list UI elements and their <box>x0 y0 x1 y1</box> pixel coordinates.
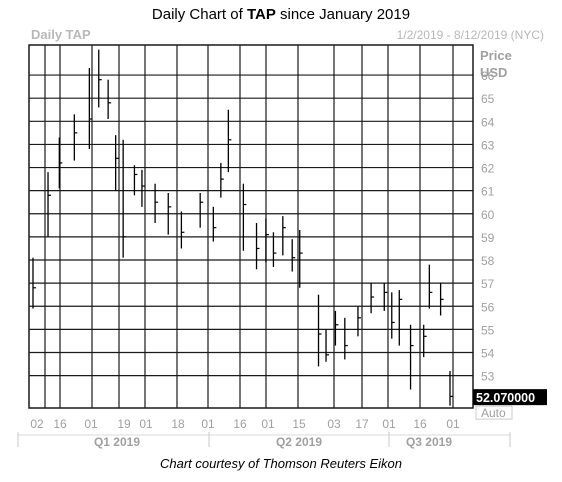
x-tick-label: 16 <box>53 417 67 431</box>
title-prefix: Daily Chart of <box>151 6 247 23</box>
y-tick-label: 63 <box>481 138 495 152</box>
y-tick-label: 56 <box>481 300 495 314</box>
x-tick-label: 01 <box>382 417 396 431</box>
x-tick-label: 18 <box>171 417 185 431</box>
x-tick-label: 01 <box>446 417 460 431</box>
y-tick-label: 66 <box>481 69 495 83</box>
x-tick-label: 01 <box>84 417 98 431</box>
y-tick-label: 61 <box>481 185 495 199</box>
y-tick-label: 64 <box>481 115 495 129</box>
plot-border <box>28 44 474 409</box>
price-label: Price <box>480 48 512 63</box>
x-tick-label: 16 <box>413 417 427 431</box>
title-suffix: since January 2019 <box>275 6 411 23</box>
chart-credit: Chart courtesy of Thomson Reuters Eikon <box>159 456 403 471</box>
y-tick-label: 55 <box>481 323 495 337</box>
last-price-value: 52.070000 <box>476 391 535 405</box>
x-tick-label: 01 <box>261 417 275 431</box>
x-tick-label: 03 <box>327 417 341 431</box>
y-tick-label: 59 <box>481 231 495 245</box>
y-tick-label: 53 <box>481 370 495 384</box>
y-tick-label: 62 <box>481 162 495 176</box>
currency-label: USD <box>480 65 507 80</box>
period-label: Q3 2019 <box>406 435 452 449</box>
price-chart: Daily TAP 1/2/2019 - 8/12/2019 (NYC) Price… <box>17 27 547 449</box>
y-tick-label: 54 <box>481 347 495 361</box>
x-tick-label: 17 <box>355 417 369 431</box>
y-tick-label: 60 <box>481 208 495 222</box>
scale-mode-box <box>475 405 513 420</box>
period-label: Q2 2019 <box>276 435 322 449</box>
x-tick-label: 01 <box>201 417 215 431</box>
chart-label: Daily TAP <box>31 27 91 42</box>
x-tick-label: 16 <box>233 417 247 431</box>
y-tick-label: 57 <box>481 277 495 291</box>
last-price-badge <box>473 389 547 406</box>
x-tick-label: 19 <box>117 417 131 431</box>
title-ticker: TAP <box>246 6 276 23</box>
chart-title: Daily Chart of TAP since January 2019 <box>0 6 562 23</box>
scale-mode-label: Auto <box>481 406 506 420</box>
x-tick-label: 01 <box>139 417 153 431</box>
y-tick-label: 58 <box>481 254 495 268</box>
y-tick-label: 65 <box>481 92 495 106</box>
x-tick-label: 15 <box>292 417 306 431</box>
x-tick-label: 02 <box>30 417 44 431</box>
date-range-label: 1/2/2019 - 8/12/2019 (NYC) <box>397 28 544 42</box>
period-label: Q1 2019 <box>94 435 140 449</box>
